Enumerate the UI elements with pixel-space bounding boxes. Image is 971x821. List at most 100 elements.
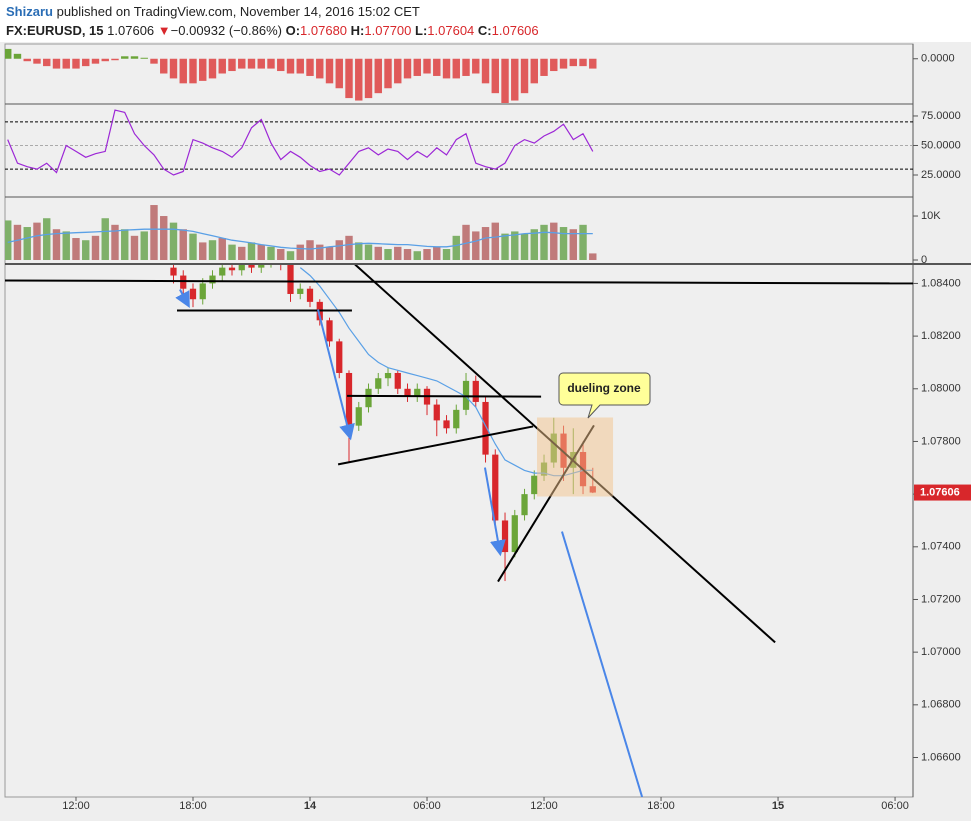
x-tick-label: 18:00 (179, 800, 207, 812)
bar (62, 58, 70, 69)
bar (72, 58, 80, 69)
bar (569, 58, 577, 67)
bar (13, 53, 22, 59)
bar (23, 58, 31, 62)
x-tick-label: 06:00 (413, 800, 441, 812)
x-tick-label: 18:00 (647, 800, 675, 812)
candle-body (199, 283, 206, 300)
bar (559, 227, 568, 261)
candle-body (492, 454, 499, 521)
candle-body (209, 275, 216, 284)
bar (540, 224, 548, 261)
last: 1.07606 (107, 23, 155, 38)
bar (511, 231, 519, 261)
bar (316, 244, 324, 261)
bar (72, 238, 80, 261)
bar (82, 240, 90, 261)
candle-body (375, 378, 382, 389)
bar (150, 58, 158, 64)
bar (130, 235, 139, 261)
bar (325, 246, 334, 261)
bar (228, 58, 236, 72)
candle-body (258, 265, 265, 268)
bar (169, 58, 178, 79)
x-tick-label: 06:00 (881, 800, 909, 812)
bar (121, 229, 129, 261)
bar (121, 56, 129, 59)
bar (228, 244, 236, 261)
bar (23, 227, 31, 261)
callout-box (558, 372, 651, 419)
bar (267, 58, 275, 69)
bar (472, 58, 480, 74)
bar (267, 246, 275, 261)
candle-body (306, 288, 314, 302)
bar (442, 58, 451, 79)
bar (296, 244, 304, 261)
candle-body (501, 520, 509, 553)
symbol: FX:EURUSD, 15 (6, 23, 104, 38)
trend-line (5, 279, 913, 285)
bar (520, 58, 529, 94)
bar (43, 218, 51, 261)
candle-body (404, 388, 411, 397)
bar (384, 249, 392, 261)
callout: dueling zone (558, 372, 651, 419)
y-tick-label: 50.0000 (921, 139, 961, 151)
ohlc-label: C: (477, 23, 492, 38)
bar (530, 58, 538, 84)
bar (160, 58, 168, 74)
bar (384, 58, 392, 89)
bar (13, 224, 22, 261)
bar (442, 249, 451, 261)
y-tick-label: 1.08200 (921, 330, 961, 342)
axes: 0.0000 75.0000 50.0000 25.0000 10K 0 1.08400 1.… (62, 53, 971, 812)
y-tick-label: 75.0000 (921, 110, 961, 122)
x-tick-label: 14 (304, 800, 317, 812)
bar (569, 229, 577, 261)
bar (5, 220, 12, 261)
bar (208, 58, 217, 79)
bar (52, 229, 61, 261)
price-tag-label: 1.07606 (920, 486, 960, 498)
price-panel (5, 265, 913, 797)
candle-body (326, 320, 333, 342)
price-tag (914, 484, 971, 501)
x-tick-label: 12:00 (530, 800, 558, 812)
bar (62, 231, 70, 261)
bar (481, 227, 490, 261)
bar (150, 205, 158, 261)
bar (374, 246, 382, 261)
candle-body (336, 341, 343, 373)
author[interactable]: Shizaru (6, 4, 53, 19)
bar (277, 58, 285, 72)
y-tick-label: 1.08000 (921, 383, 961, 395)
arrow (175, 289, 190, 309)
bar (257, 244, 265, 261)
candle-body (228, 267, 236, 271)
candle-body (355, 407, 362, 426)
ohlc-label: L: (415, 23, 428, 38)
bar (199, 58, 207, 81)
bar (423, 249, 431, 261)
volume-panel (5, 205, 597, 261)
bar (433, 246, 441, 261)
candle-body (414, 388, 421, 397)
bar (316, 58, 324, 79)
bar (403, 58, 412, 79)
bar (423, 58, 431, 74)
bar (481, 58, 490, 84)
bar (550, 222, 558, 261)
candle-body (297, 288, 304, 294)
y-tick-label: 1.07000 (921, 646, 961, 658)
candle-body (453, 409, 460, 429)
bar (589, 58, 597, 69)
ohlc-value: 1.07604 (427, 23, 475, 38)
bar (462, 224, 470, 261)
bar (286, 58, 295, 74)
bar (433, 58, 441, 76)
bar (306, 58, 314, 76)
ohlc-label: H: (350, 23, 365, 38)
bar (452, 58, 460, 79)
